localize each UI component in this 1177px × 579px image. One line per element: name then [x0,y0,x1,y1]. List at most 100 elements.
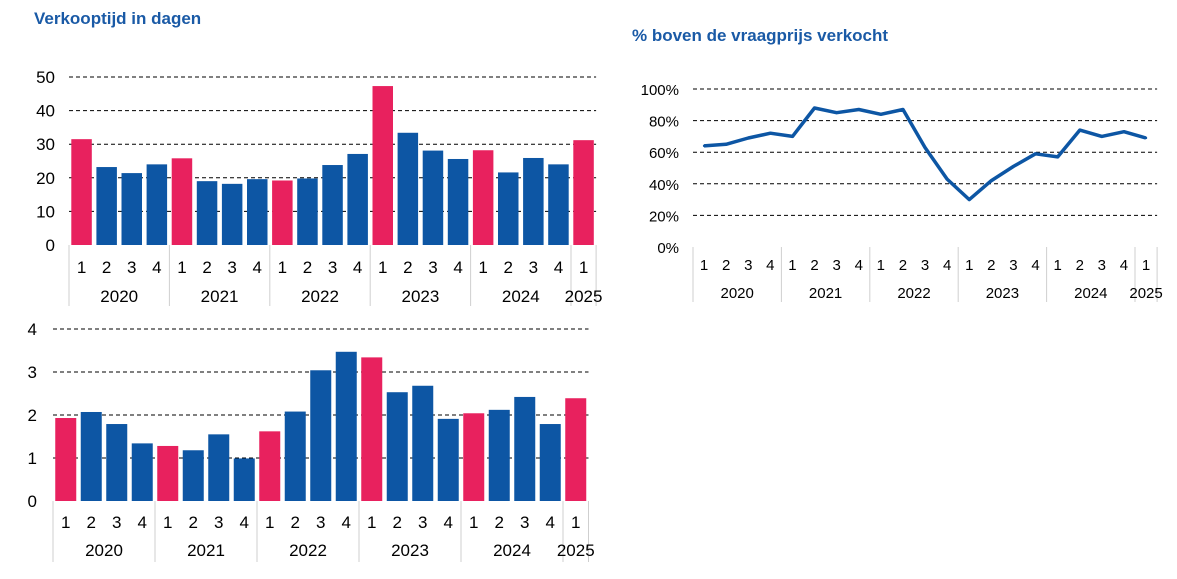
bar [514,396,536,501]
x-tick-label: 4 [1031,257,1039,274]
series-line [703,106,1147,202]
bar [548,164,569,245]
year-label: 2024 [502,287,540,306]
bar [96,167,117,245]
data-point [769,132,772,135]
x-tick-label: 4 [1120,257,1128,274]
x-tick-label: 4 [353,258,362,277]
data-point [945,177,949,181]
data-point [968,198,971,201]
y-tick-label: 0% [657,240,679,257]
bar [310,370,332,501]
chart-title-days: Verkooptijd in dagen [34,9,202,28]
year-label: 2022 [301,287,339,306]
x-tick-label: 1 [265,513,274,532]
year-label: 2020 [721,285,754,302]
x-tick-label: 1 [788,257,796,274]
y-tick-label: 60% [649,145,679,162]
bar [221,183,243,245]
x-tick-label: 2 [987,257,995,274]
chart-title-pct: % boven de vraagprijs verkocht [632,26,889,45]
data-point [1122,130,1126,133]
data-point [702,144,706,148]
bar [106,424,128,501]
data-point [901,108,905,111]
x-tick-label: 1 [571,513,580,532]
x-tick-label: 2 [1076,257,1084,274]
x-tick-label: 2 [303,258,312,277]
x-tick-label: 2 [189,513,198,532]
bar [463,413,485,501]
x-tick-label: 1 [378,258,387,277]
bar [121,173,142,245]
x-tick-label: 2 [87,513,96,532]
x-tick-label: 1 [579,258,588,277]
data-point [923,146,927,149]
y-tick-label: 20 [36,169,55,188]
data-point [1144,136,1148,140]
x-tick-label: 4 [444,513,453,532]
bar [447,158,469,245]
x-tick-label: 3 [418,513,427,532]
bar [284,411,306,501]
x-tick-label: 1 [177,258,186,277]
x-tick-label: 3 [921,257,929,274]
data-point [1034,152,1037,155]
x-tick-label: 4 [138,513,147,532]
x-tick-label: 3 [214,513,223,532]
bar [361,357,383,501]
bar [131,443,153,501]
data-point [813,106,816,110]
x-tick-label: 1 [77,258,86,277]
x-tick-label: 4 [766,257,774,274]
y-tick-label: 80% [649,114,679,131]
data-point [857,108,860,111]
year-label: 2022 [289,541,327,560]
y-tick-label: 0 [28,492,37,511]
x-tick-label: 4 [342,513,351,532]
y-tick-label: 3 [28,363,37,382]
x-tick-label: 3 [112,513,121,532]
year-label: 2025 [557,541,595,560]
bar [208,434,230,501]
x-tick-label: 2 [102,258,111,277]
bar [322,165,343,245]
y-tick-label: 50 [36,68,55,87]
x-tick-label: 3 [227,258,236,277]
bar [397,132,419,245]
y-tick-label: 40 [36,102,55,121]
y-tick-label: 20% [649,208,679,225]
x-tick-label: 2 [393,513,402,532]
x-tick-label: 3 [328,258,337,277]
bar [347,153,368,245]
bar [573,140,594,245]
y-tick-label: 10 [36,202,55,221]
year-label: 2023 [391,541,429,560]
y-tick-label: 1 [28,449,37,468]
x-tick-label: 4 [240,513,249,532]
x-tick-label: 4 [253,258,262,277]
x-tick-label: 4 [152,258,161,277]
data-point [724,143,728,146]
x-tick-label: 1 [877,257,885,274]
year-label: 2024 [1074,285,1107,302]
x-tick-label: 4 [943,257,951,274]
bar [372,86,393,246]
x-tick-label: 1 [367,513,376,532]
year-label: 2021 [187,541,225,560]
bar [498,172,519,245]
year-label: 2021 [809,285,842,302]
data-point [1012,165,1015,168]
bar [259,431,281,501]
year-label: 2023 [986,285,1019,302]
x-tick-label: 2 [722,257,730,274]
bar [539,424,561,501]
x-tick-label: 4 [554,258,563,277]
data-point [990,179,993,182]
x-tick-label: 3 [1098,257,1106,274]
data-point [835,111,838,114]
x-tick-label: 2 [403,258,412,277]
year-label: 2022 [897,285,930,302]
bar [71,139,92,245]
